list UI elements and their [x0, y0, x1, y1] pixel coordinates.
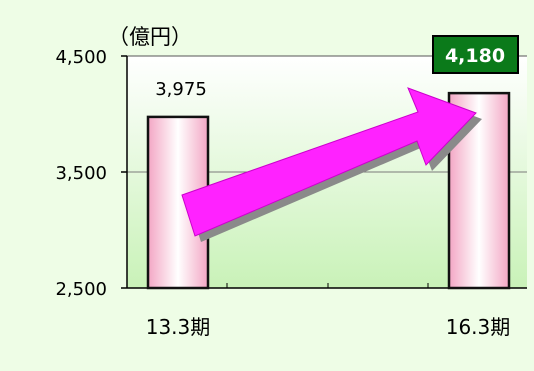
- highlight-label-box: [432, 35, 519, 74]
- y-tick-label: 4,500: [55, 47, 107, 68]
- x-tick-label: 13.3期: [146, 315, 211, 339]
- y-tick-labels: 2,500 3,500 4,500: [55, 47, 107, 300]
- x-tick-label: 16.3期: [446, 315, 511, 339]
- x-tick-labels: 13.3期 16.3期: [146, 315, 511, 339]
- bar-value-labels: 3,975 4,180: [155, 35, 519, 100]
- bar-value-label-highlight: 4,180: [445, 45, 505, 67]
- bar-value-label: 3,975: [155, 79, 207, 100]
- y-tick-label: 2,500: [55, 279, 107, 300]
- unit-label: （億円）: [108, 25, 192, 49]
- y-tick-label: 3,500: [55, 163, 107, 184]
- growth-arrow: [181, 87, 482, 242]
- growth-arrow-shape: [181, 87, 477, 237]
